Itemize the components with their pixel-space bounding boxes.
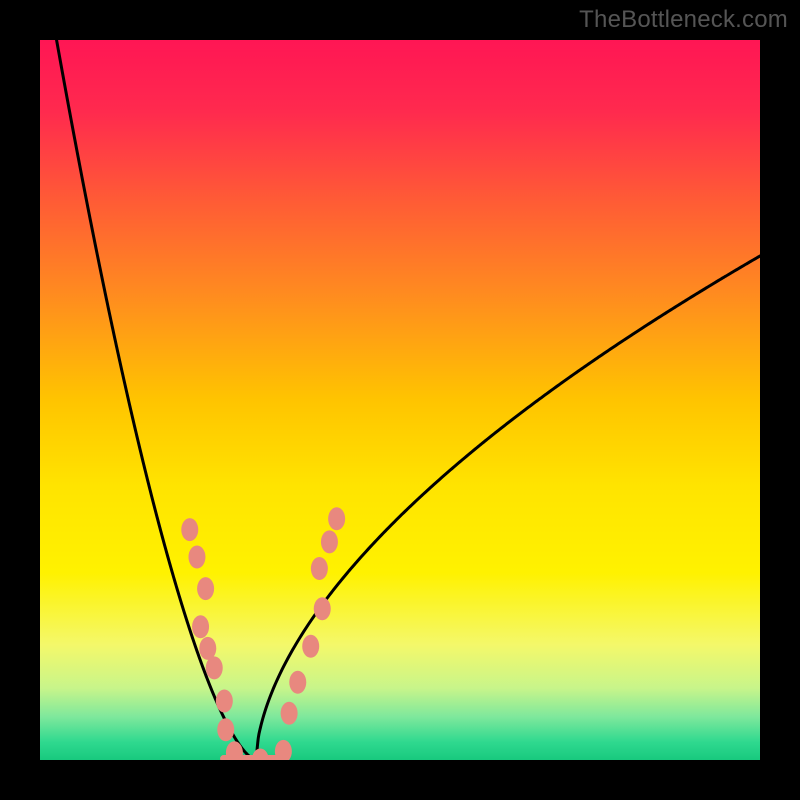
bottleneck-chart: [0, 0, 800, 800]
curve-marker: [216, 689, 233, 712]
curve-marker: [252, 749, 269, 772]
curve-marker: [197, 577, 214, 600]
curve-marker: [181, 518, 198, 541]
curve-marker: [289, 671, 306, 694]
curve-marker: [188, 545, 205, 568]
curve-marker: [206, 656, 223, 679]
curve-marker: [275, 740, 292, 763]
curve-marker: [302, 635, 319, 658]
curve-marker: [314, 597, 331, 620]
curve-marker: [321, 530, 338, 553]
plot-background: [40, 40, 760, 760]
curve-marker: [217, 718, 234, 741]
curve-marker: [311, 557, 328, 580]
curve-marker: [328, 507, 345, 530]
chart-container: TheBottleneck.com: [0, 0, 800, 800]
curve-marker: [192, 615, 209, 638]
watermark-text: TheBottleneck.com: [579, 6, 788, 34]
curve-marker: [281, 702, 298, 725]
curve-marker: [226, 741, 243, 764]
